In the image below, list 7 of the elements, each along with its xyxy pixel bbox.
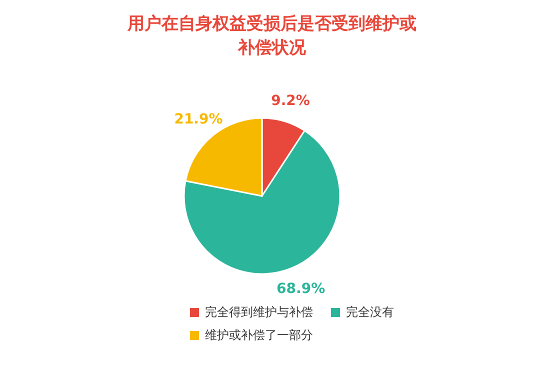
legend-label: 完全得到维护与补偿 bbox=[204, 304, 313, 321]
legend-label: 完全没有 bbox=[345, 304, 394, 321]
legend-label: 维护或补偿了一部分 bbox=[204, 327, 313, 344]
data-label: 21.9% bbox=[174, 112, 223, 128]
chart-title: 用户在自身权益受损后是否受到维护或补偿状况 bbox=[126, 13, 418, 60]
data-label: 68.9% bbox=[276, 281, 326, 298]
data-label: 9.2% bbox=[271, 93, 310, 110]
